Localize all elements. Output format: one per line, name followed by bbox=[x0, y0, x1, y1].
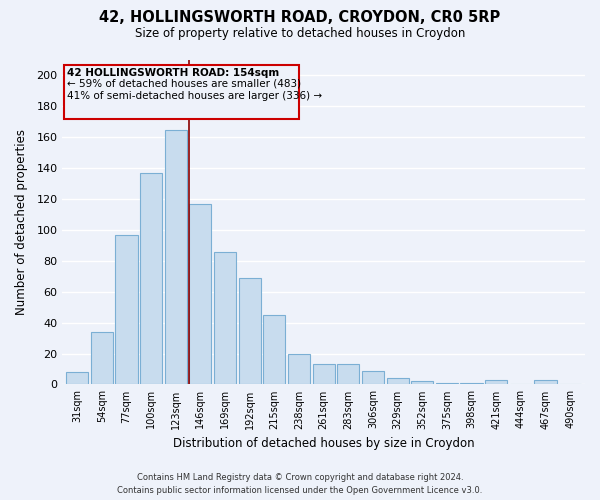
Bar bbox=[115, 234, 137, 384]
Bar bbox=[91, 332, 113, 384]
Text: 42, HOLLINGSWORTH ROAD, CROYDON, CR0 5RP: 42, HOLLINGSWORTH ROAD, CROYDON, CR0 5RP bbox=[100, 10, 500, 25]
Text: Contains HM Land Registry data © Crown copyright and database right 2024.
Contai: Contains HM Land Registry data © Crown c… bbox=[118, 474, 482, 495]
Y-axis label: Number of detached properties: Number of detached properties bbox=[15, 129, 28, 315]
Bar bbox=[263, 315, 286, 384]
Bar bbox=[288, 354, 310, 384]
Bar bbox=[362, 370, 384, 384]
FancyBboxPatch shape bbox=[64, 64, 299, 118]
Text: ← 59% of detached houses are smaller (483): ← 59% of detached houses are smaller (48… bbox=[67, 78, 301, 88]
Bar bbox=[313, 364, 335, 384]
Bar bbox=[337, 364, 359, 384]
Bar bbox=[535, 380, 557, 384]
Bar bbox=[485, 380, 508, 384]
Text: Size of property relative to detached houses in Croydon: Size of property relative to detached ho… bbox=[135, 28, 465, 40]
Bar bbox=[164, 130, 187, 384]
Bar bbox=[411, 382, 433, 384]
Text: 41% of semi-detached houses are larger (336) →: 41% of semi-detached houses are larger (… bbox=[67, 91, 322, 101]
Bar bbox=[66, 372, 88, 384]
Bar bbox=[436, 383, 458, 384]
Bar bbox=[140, 173, 162, 384]
Bar bbox=[386, 378, 409, 384]
Bar bbox=[239, 278, 261, 384]
X-axis label: Distribution of detached houses by size in Croydon: Distribution of detached houses by size … bbox=[173, 437, 475, 450]
Bar bbox=[189, 204, 211, 384]
Bar bbox=[214, 252, 236, 384]
Text: 42 HOLLINGSWORTH ROAD: 154sqm: 42 HOLLINGSWORTH ROAD: 154sqm bbox=[67, 68, 280, 78]
Bar bbox=[460, 383, 482, 384]
